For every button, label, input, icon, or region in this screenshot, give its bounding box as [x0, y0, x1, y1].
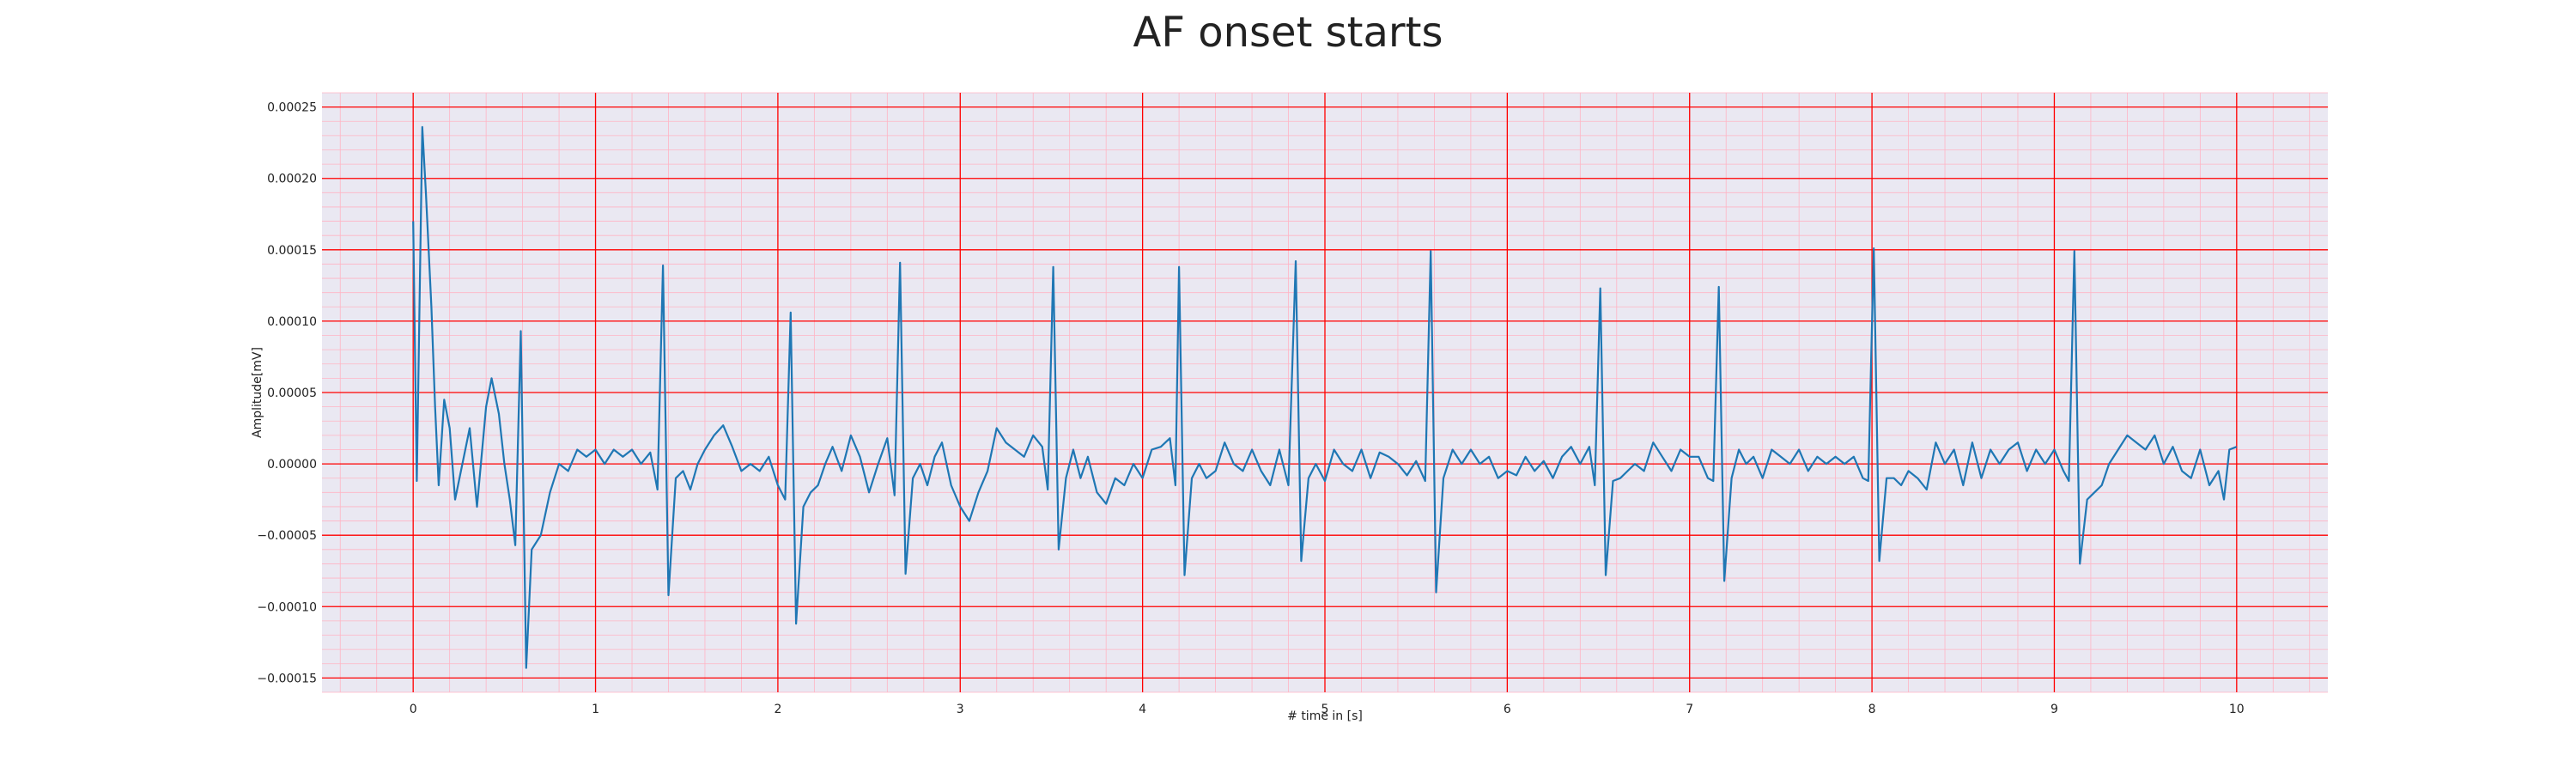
x-tick-label: 0 [410, 703, 417, 716]
y-axis-ticks: −0.00015 −0.00010 −0.00005 0.00000 0.00005 0.… [257, 101, 317, 686]
major-gridlines [322, 93, 2328, 692]
x-tick-label: 3 [957, 703, 964, 716]
y-tick-label: 0.00025 [267, 101, 317, 115]
x-tick-label: 6 [1504, 703, 1511, 716]
x-axis-label: # time in [s] [1287, 709, 1363, 723]
y-tick-label: 0.00020 [267, 173, 317, 186]
y-tick-label: −0.00005 [257, 529, 317, 543]
ecg-series-line [412, 125, 2238, 669]
y-axis-label: Amplitude[mV] [251, 347, 264, 438]
x-axis-ticks: 0 1 2 3 4 5 6 7 8 9 10 [410, 703, 2245, 716]
x-tick-label: 1 [592, 703, 599, 716]
y-tick-label: 0.00010 [267, 315, 317, 329]
chart-title: AF onset starts [1133, 9, 1443, 57]
x-tick-label: 8 [1868, 703, 1876, 716]
x-tick-label: 9 [2050, 703, 2058, 716]
x-tick-label: 4 [1139, 703, 1146, 716]
y-tick-label: −0.00015 [257, 672, 317, 685]
y-tick-label: 0.00015 [267, 244, 317, 258]
x-tick-label: 10 [2229, 703, 2245, 716]
x-tick-label: 2 [774, 703, 781, 716]
y-tick-label: 0.00000 [267, 458, 317, 472]
y-tick-label: 0.00005 [267, 386, 317, 400]
x-tick-label: 7 [1686, 703, 1693, 716]
y-tick-label: −0.00010 [257, 600, 317, 614]
x-tick-label: 5 [1321, 703, 1329, 716]
